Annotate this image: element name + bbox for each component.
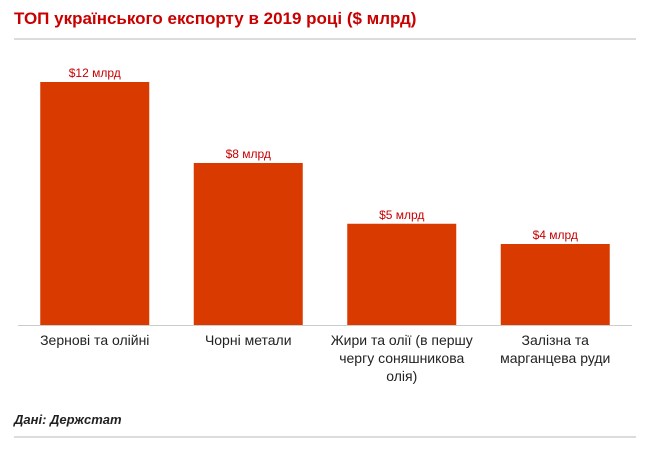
bar-0 <box>40 82 150 325</box>
data-label-3: $4 млрд <box>533 228 578 242</box>
data-label-0: $12 млрд <box>69 66 121 80</box>
footer-divider <box>14 436 636 438</box>
bar-1 <box>193 163 303 325</box>
category-label-3-line-1: марганцева руди <box>500 350 610 366</box>
data-label-1: $8 млрд <box>226 147 271 161</box>
source-note: Дані: Держстат <box>14 412 122 427</box>
title-divider <box>14 38 636 40</box>
data-label-2: $5 млрд <box>379 208 424 222</box>
category-label-0-line-0: Зернові та олійні <box>40 332 149 348</box>
category-label-3-line-0: Залізна та <box>522 332 590 348</box>
bar-3 <box>500 244 610 325</box>
bar-2 <box>347 223 457 325</box>
category-label-1-line-0: Чорні метали <box>205 332 292 348</box>
category-label-2-line-0: Жири та олії (в першу <box>331 332 473 348</box>
chart-title: ТОП українського експорту в 2019 році ($… <box>14 9 417 28</box>
category-label-2-line-2: олія) <box>386 368 417 384</box>
category-label-2-line-1: чергу соняшникова <box>339 350 464 366</box>
